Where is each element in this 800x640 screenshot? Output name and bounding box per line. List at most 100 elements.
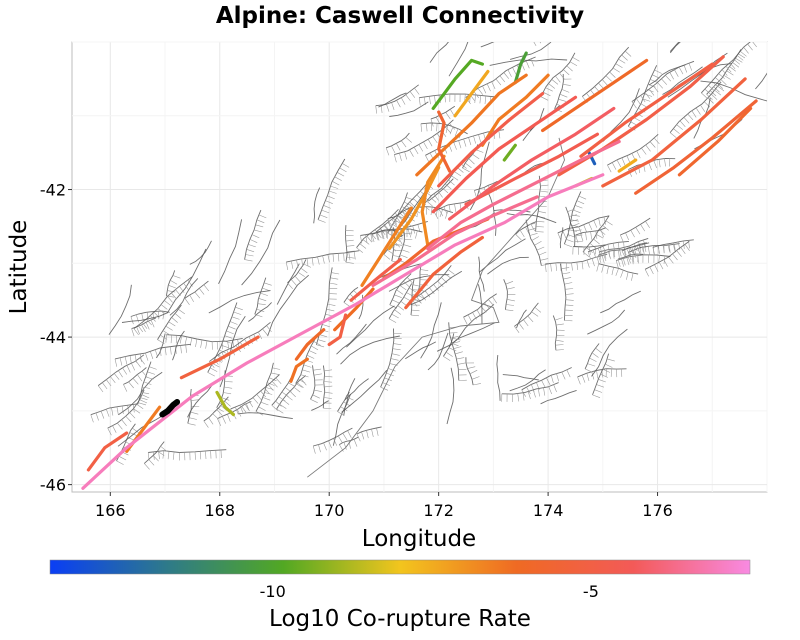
background-fault-trace	[662, 66, 703, 95]
background-fault-ladder	[501, 384, 557, 403]
background-fault-trace	[509, 369, 546, 392]
background-fault-trace	[465, 357, 474, 386]
background-fault-ladder	[244, 214, 267, 262]
background-fault-trace	[700, 80, 767, 102]
background-fault-trace	[552, 315, 558, 351]
background-fault-trace	[433, 199, 471, 213]
background-fault-trace	[448, 322, 460, 381]
background-fault-ladder	[397, 232, 413, 264]
background-fault-trace	[217, 401, 252, 420]
background-fault-ladder	[254, 282, 272, 318]
colorbar	[49, 559, 751, 575]
background-fault-trace	[474, 180, 498, 191]
axis-ticks: 166 168 170 172 174 176 -42 -44 -46	[40, 181, 673, 520]
background-fault-ladder	[561, 267, 574, 322]
background-fault-trace	[90, 403, 139, 416]
background-fault-trace	[322, 365, 326, 409]
background-fault-trace	[169, 278, 199, 316]
background-fault-trace	[385, 132, 410, 149]
fault-trace	[294, 328, 326, 361]
fault-trace	[541, 58, 649, 133]
background-fault-ladder	[533, 42, 542, 47]
background-fault-ladder	[157, 308, 185, 344]
background-fault-trace	[587, 309, 626, 335]
y-tick-label: -46	[40, 476, 66, 495]
background-fault-trace	[700, 42, 751, 94]
background-fault-trace	[208, 290, 271, 314]
background-fault-ladder	[521, 369, 571, 397]
background-fault-ladder	[584, 347, 602, 373]
background-fault-trace	[669, 42, 681, 54]
background-fault-ladder	[663, 0, 714, 23]
background-fault-trace	[690, 23, 716, 29]
background-fault-trace	[187, 384, 213, 418]
fault-trace	[437, 92, 545, 188]
background-fault-trace	[341, 369, 388, 413]
background-fault-trace	[356, 208, 399, 248]
background-fault-trace	[254, 277, 267, 315]
background-fault-trace	[378, 92, 407, 108]
coastline	[307, 137, 565, 478]
background-fault-trace	[167, 248, 207, 314]
background-fault-ladder	[677, 16, 751, 39]
chart-title: Alpine: Caswell Connectivity	[216, 3, 584, 29]
background-fault-ladder	[706, 53, 746, 100]
background-fault-trace	[576, 0, 646, 31]
background-fault-ladder	[621, 243, 644, 259]
background-fault-trace	[577, 368, 627, 378]
fault-trace	[437, 110, 452, 173]
background-fault-trace	[276, 263, 300, 305]
background-fault-ladder	[387, 208, 411, 227]
fault-trace	[327, 313, 348, 347]
background-fault-ladder	[545, 255, 605, 273]
background-fault-trace	[446, 367, 455, 425]
background-fault-ladder	[596, 263, 634, 281]
background-fault-trace	[410, 270, 463, 306]
background-fault-trace	[143, 441, 165, 464]
background-fault-ladder	[114, 344, 187, 367]
background-faults	[90, 0, 767, 478]
background-fault-ladder	[388, 287, 417, 323]
background-fault-ladder	[312, 430, 352, 454]
background-fault-trace	[389, 273, 412, 305]
background-fault-ladder	[554, 317, 565, 351]
background-fault-ladder	[295, 341, 321, 388]
background-fault-ladder	[418, 93, 492, 106]
background-fault-trace	[582, 46, 630, 97]
background-fault-trace	[565, 206, 576, 247]
background-fault-ladder	[310, 368, 323, 403]
background-fault-trace	[480, 42, 495, 48]
background-fault-trace	[172, 330, 185, 361]
background-fault-ladder	[669, 85, 725, 138]
background-fault-ladder	[287, 263, 312, 289]
background-fault-trace	[554, 73, 564, 109]
background-fault-ladder	[394, 123, 456, 163]
x-tick-label: 172	[423, 501, 454, 520]
background-fault-trace	[241, 219, 281, 286]
background-fault-ladder	[449, 326, 467, 381]
background-fault-trace	[443, 333, 455, 357]
fault-trace	[404, 235, 484, 310]
fault-trace	[448, 106, 616, 221]
background-fault-ladder	[97, 357, 145, 393]
background-fault-trace	[387, 192, 408, 234]
background-fault-trace	[427, 332, 449, 371]
fault-trace	[453, 69, 490, 118]
background-fault-trace	[463, 293, 497, 318]
fault-trace	[601, 77, 747, 188]
background-fault-ladder	[701, 42, 757, 99]
fault-trace	[677, 106, 753, 177]
background-fault-ladder	[276, 378, 307, 414]
background-fault-ladder	[605, 0, 638, 8]
background-fault-trace	[502, 374, 539, 381]
background-fault-ladder	[644, 244, 690, 277]
background-fault-ladder	[356, 427, 379, 442]
background-fault-trace	[248, 302, 272, 322]
x-axis-label: Longitude	[362, 526, 476, 552]
fault-trace	[617, 158, 638, 173]
background-fault-trace	[114, 343, 191, 360]
background-fault-trace	[346, 305, 395, 348]
y-tick-label: -42	[40, 181, 66, 200]
colored-faults	[81, 51, 758, 490]
background-fault-ladder	[607, 137, 660, 173]
